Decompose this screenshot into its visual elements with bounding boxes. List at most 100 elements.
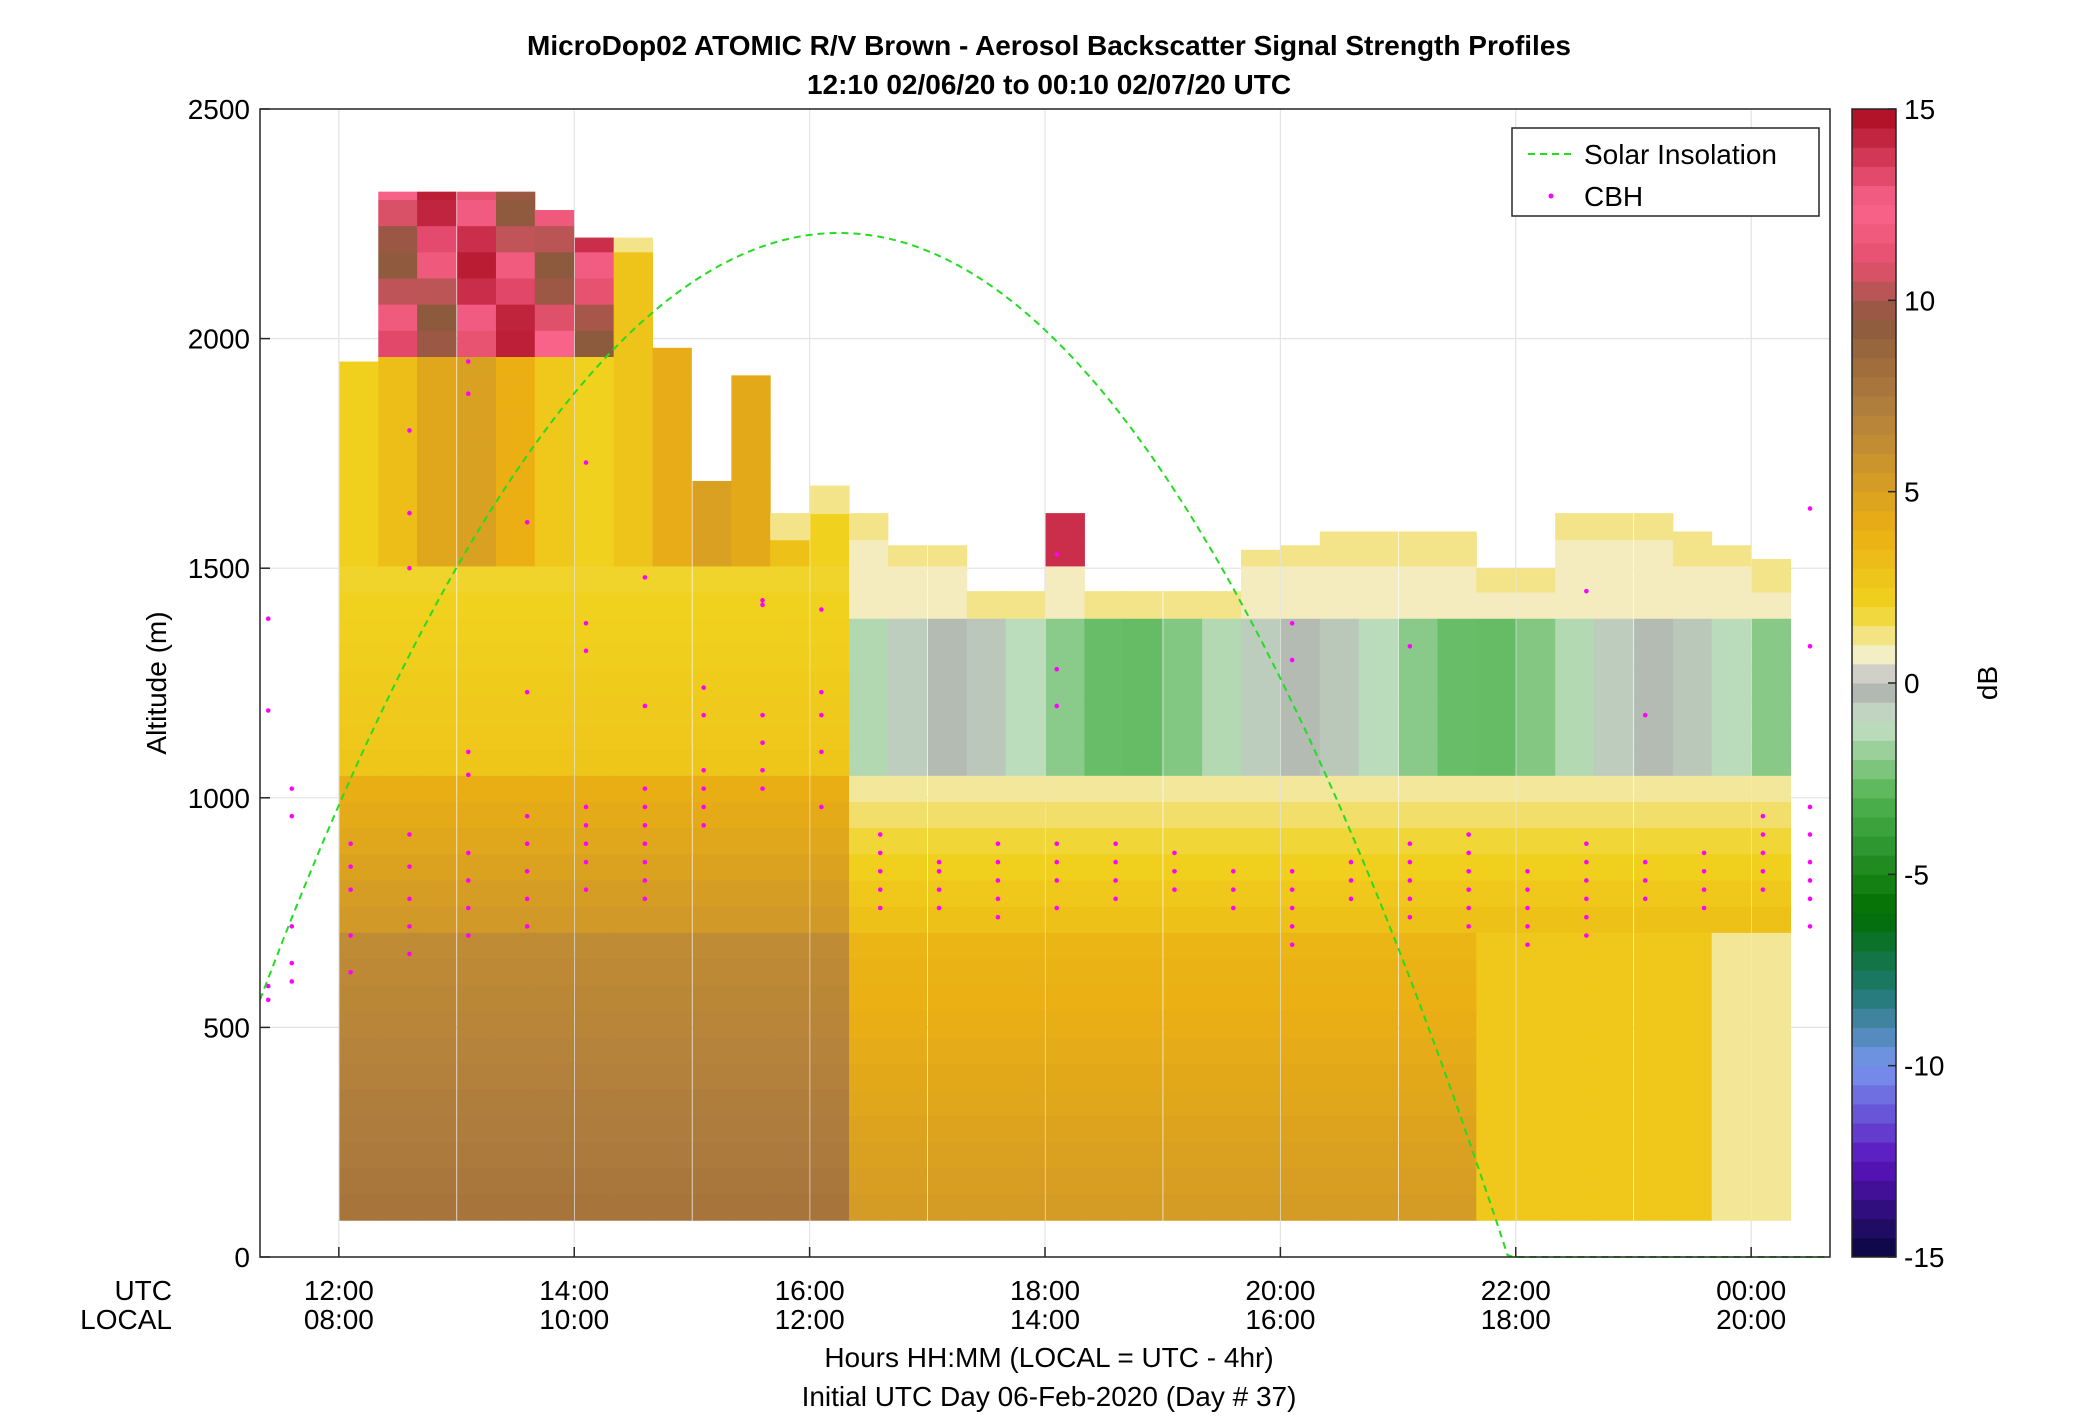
heatmap-cell	[457, 251, 497, 279]
cbh-point	[642, 823, 648, 828]
heatmap-cell	[1594, 1063, 1634, 1090]
heatmap-cell	[574, 696, 615, 724]
heatmap-cell	[1084, 1141, 1124, 1169]
colorbar-step	[1852, 855, 1896, 875]
heatmap-cell	[495, 199, 536, 227]
heatmap-cell	[1202, 591, 1242, 593]
heatmap-cell	[1711, 853, 1752, 881]
heatmap-cell	[849, 592, 889, 619]
heatmap-cell	[1005, 1194, 1045, 1221]
heatmap-cell	[378, 749, 418, 776]
heatmap-cell	[1516, 1115, 1556, 1143]
heatmap-cell	[457, 191, 497, 200]
heatmap-cell	[1280, 958, 1321, 986]
heatmap-cell	[495, 1194, 536, 1221]
heatmap-cell	[1711, 1089, 1752, 1117]
heatmap-cell	[652, 618, 692, 645]
heatmap-cell	[574, 435, 615, 462]
heatmap-cell	[966, 1141, 1007, 1169]
heatmap-cell	[1084, 906, 1124, 933]
heatmap-cell	[731, 539, 771, 567]
heatmap-cell	[339, 408, 379, 436]
heatmap-cell	[652, 435, 692, 462]
cbh-point	[995, 914, 1001, 920]
heatmap-cell	[1516, 644, 1556, 672]
heatmap-cell	[1123, 906, 1163, 933]
heatmap-cell	[1045, 1115, 1085, 1143]
heatmap-cell	[1672, 853, 1713, 881]
x-tick-utc: 22:00	[1481, 1275, 1551, 1306]
heatmap-cell	[534, 1063, 575, 1090]
heatmap-cell	[1358, 932, 1398, 960]
heatmap-cell	[731, 722, 771, 750]
heatmap-cell	[1358, 644, 1398, 672]
heatmap-cell	[1005, 592, 1045, 619]
heatmap-cell	[1711, 958, 1752, 986]
heatmap-cell	[810, 932, 850, 960]
heatmap-cell	[692, 513, 732, 541]
heatmap-cell	[378, 670, 418, 698]
heatmap-cell	[417, 408, 457, 436]
heatmap-cell	[1672, 618, 1713, 645]
chart-title: MicroDop02 ATOMIC R/V Brown - Aerosol Ba…	[527, 30, 1571, 61]
heatmap-cell	[1476, 749, 1516, 776]
heatmap-cell	[770, 565, 810, 593]
heatmap-cell	[1319, 749, 1360, 776]
heatmap-cell	[1476, 644, 1516, 672]
heatmap-cell	[810, 1089, 850, 1117]
heatmap-cell	[1280, 1141, 1321, 1169]
heatmap-cell	[1634, 696, 1674, 724]
heatmap-cell	[887, 1115, 928, 1143]
heatmap-cell	[1280, 932, 1321, 960]
cbh-point	[524, 519, 530, 525]
heatmap-cell	[1240, 801, 1281, 829]
heatmap-cell	[1711, 545, 1752, 567]
heatmap-cell	[1516, 592, 1556, 619]
cbh-point	[1289, 924, 1295, 929]
heatmap-cell	[731, 906, 771, 933]
heatmap-cell	[1202, 1010, 1242, 1038]
heatmap-cell	[887, 565, 928, 593]
heatmap-cell	[1516, 749, 1556, 776]
heatmap-cell	[1711, 722, 1752, 750]
heatmap-cell	[495, 461, 536, 488]
heatmap-cell	[692, 879, 732, 907]
x-tick-local: 18:00	[1481, 1304, 1551, 1335]
heatmap-cell	[1437, 696, 1477, 724]
cbh-point	[1466, 924, 1471, 929]
colorbar-tick-label: 0	[1904, 668, 1920, 699]
heatmap-cell	[574, 749, 615, 776]
heatmap-cell	[417, 801, 457, 829]
heatmap-cell	[1398, 853, 1438, 881]
heatmap-cell	[417, 191, 457, 200]
heatmap-cell	[849, 565, 889, 593]
heatmap-cell	[1045, 513, 1085, 541]
heatmap-cell	[1358, 984, 1398, 1012]
heatmap-cell	[1280, 1115, 1321, 1143]
heatmap-cell	[1045, 592, 1085, 619]
heatmap-cell	[534, 1167, 575, 1195]
heatmap-cell	[1045, 1037, 1085, 1064]
heatmap-cell	[1751, 592, 1792, 619]
heatmap-cell	[378, 958, 418, 986]
heatmap-cell	[417, 539, 457, 567]
heatmap-cell	[692, 906, 732, 933]
heatmap-cell	[613, 1037, 653, 1064]
heatmap-cell	[1005, 749, 1045, 776]
heatmap-cell	[1594, 565, 1634, 593]
heatmap-cell	[966, 1037, 1007, 1064]
heatmap-cell	[927, 1037, 968, 1064]
heatmap-cell	[887, 670, 928, 698]
heatmap-cell	[1045, 775, 1085, 802]
heatmap-cell	[613, 644, 653, 672]
heatmap-cell	[887, 696, 928, 724]
heatmap-cell	[574, 853, 615, 881]
heatmap-cell	[1084, 749, 1124, 776]
heatmap-cell	[1202, 853, 1242, 881]
cbh-point	[995, 896, 1001, 902]
heatmap-cell	[1516, 906, 1556, 933]
heatmap-cell	[378, 1037, 418, 1064]
heatmap-cell	[457, 304, 497, 331]
heatmap-cell	[1516, 1063, 1556, 1090]
heatmap-cell	[1711, 1037, 1752, 1064]
